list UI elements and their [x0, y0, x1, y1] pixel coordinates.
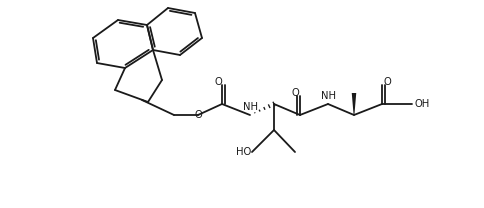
Text: O: O: [291, 88, 299, 98]
Text: O: O: [214, 77, 222, 87]
Text: O: O: [383, 77, 391, 87]
Text: HO: HO: [236, 147, 252, 157]
Text: NH: NH: [320, 91, 335, 101]
Polygon shape: [352, 93, 356, 115]
Text: O: O: [194, 110, 202, 120]
Text: OH: OH: [414, 99, 430, 109]
Text: NH: NH: [242, 102, 257, 112]
